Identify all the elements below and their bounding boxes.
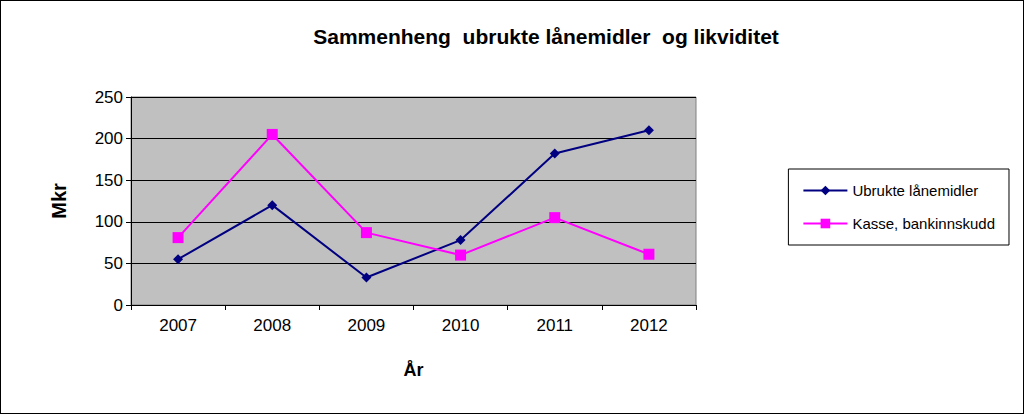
svg-text:200: 200 [95,129,123,148]
svg-text:50: 50 [104,254,123,273]
svg-text:150: 150 [95,171,123,190]
svg-text:2007: 2007 [159,316,197,335]
svg-text:2010: 2010 [442,316,480,335]
svg-text:2008: 2008 [253,316,291,335]
svg-text:År: År [403,360,423,380]
svg-text:2012: 2012 [630,316,668,335]
svg-text:2009: 2009 [348,316,386,335]
svg-text:2011: 2011 [536,316,573,335]
svg-text:100: 100 [95,212,123,231]
svg-text:250: 250 [95,88,123,107]
svg-text:0: 0 [114,296,123,315]
svg-text:Sammenheng ubrukte lånemidler: Sammenheng ubrukte lånemidler og likvidi… [313,25,779,48]
svg-text:Mkr: Mkr [48,183,70,219]
svg-text:Kasse, bankinnskudd: Kasse, bankinnskudd [852,215,995,232]
svg-text:Ubrukte lånemidler: Ubrukte lånemidler [852,182,978,199]
